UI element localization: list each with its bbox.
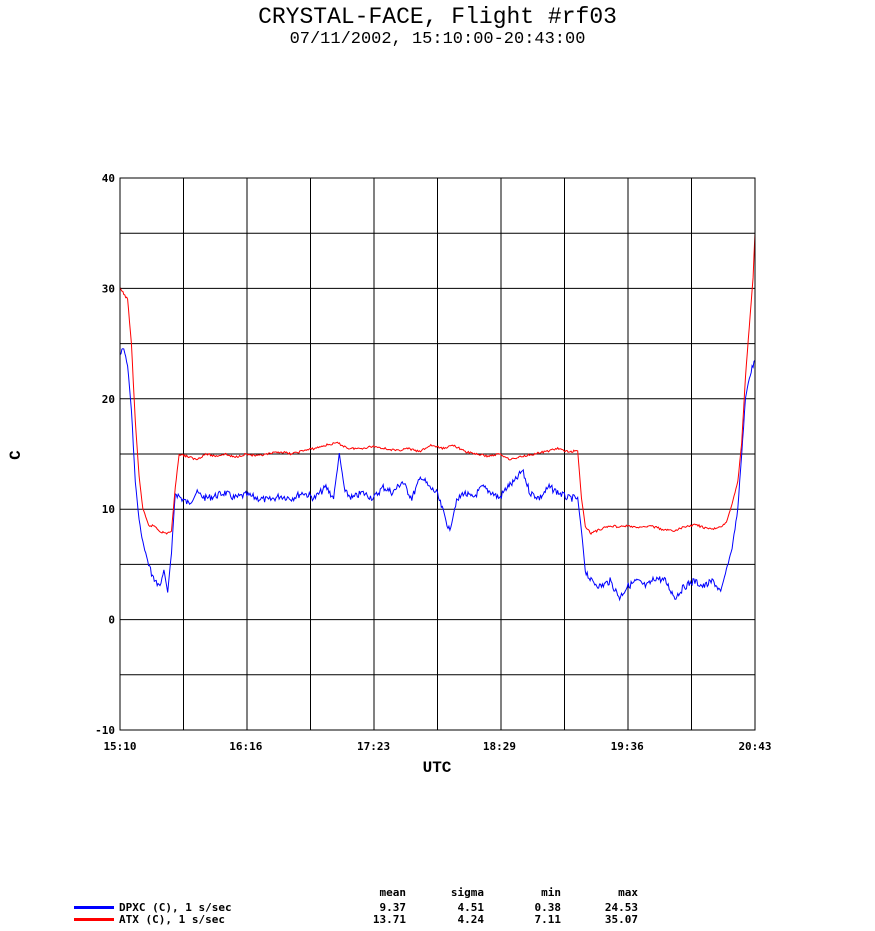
stat-header-max: max <box>618 886 638 899</box>
stat-header-sigma: sigma <box>450 886 484 899</box>
chart-title: CRYSTAL-FACE, Flight #rf03 <box>258 4 617 30</box>
stat-value-max: 35.07 <box>604 913 638 926</box>
x-tick-label: 19:36 <box>611 740 644 753</box>
stat-value-mean: 13.71 <box>372 913 406 926</box>
y-tick-labels: 40 30 20 10 0 -10 <box>95 172 115 737</box>
y-tick-label: 40 <box>102 172 115 185</box>
x-tick-label: 17:23 <box>357 740 390 753</box>
stat-value-max: 24.53 <box>604 901 638 914</box>
series-line-atx <box>119 233 756 535</box>
stat-value-mean: 9.37 <box>379 901 407 914</box>
series-layer <box>119 233 756 602</box>
grid <box>120 178 755 730</box>
y-tick-label: -10 <box>95 724 115 737</box>
time-series-chart: 15:10 16:16 17:23 18:29 19:36 20:43 40 30 20 10 0… <box>7 172 772 777</box>
y-tick-label: 20 <box>102 393 115 406</box>
stat-value-sigma: 4.24 <box>457 913 485 926</box>
chart-subtitle: 07/11/2002, 15:10:00-20:43:00 <box>289 30 586 49</box>
x-tick-label: 18:29 <box>483 740 516 753</box>
legend-swatch <box>74 906 114 909</box>
legend-label: ATX (C), 1 s/sec <box>119 913 225 926</box>
series-line-dpxc <box>119 348 756 602</box>
y-tick-label: 0 <box>108 614 115 627</box>
stat-value-min: 7.11 <box>534 913 562 926</box>
y-tick-label: 30 <box>102 282 115 295</box>
y-axis-label: C <box>7 450 25 460</box>
stat-header-mean: mean <box>379 886 407 899</box>
stat-value-min: 0.38 <box>534 901 562 914</box>
x-tick-labels: 15:10 16:16 17:23 18:29 19:36 20:43 <box>103 740 771 753</box>
x-tick-label: 20:43 <box>738 740 771 753</box>
y-tick-label: 10 <box>102 503 115 516</box>
x-tick-label: 16:16 <box>229 740 262 753</box>
stat-header-min: min <box>541 886 561 899</box>
legend-swatch <box>74 918 114 921</box>
x-axis-label: UTC <box>423 759 452 777</box>
plot-frame <box>119 177 756 731</box>
legend-label: DPXC (C), 1 s/sec <box>119 901 232 914</box>
x-tick-label: 15:10 <box>103 740 136 753</box>
stat-value-sigma: 4.51 <box>457 901 485 914</box>
statistics-legend: mean sigma min max DPXC (C), 1 s/sec 9.37 4.51… <box>0 884 875 931</box>
